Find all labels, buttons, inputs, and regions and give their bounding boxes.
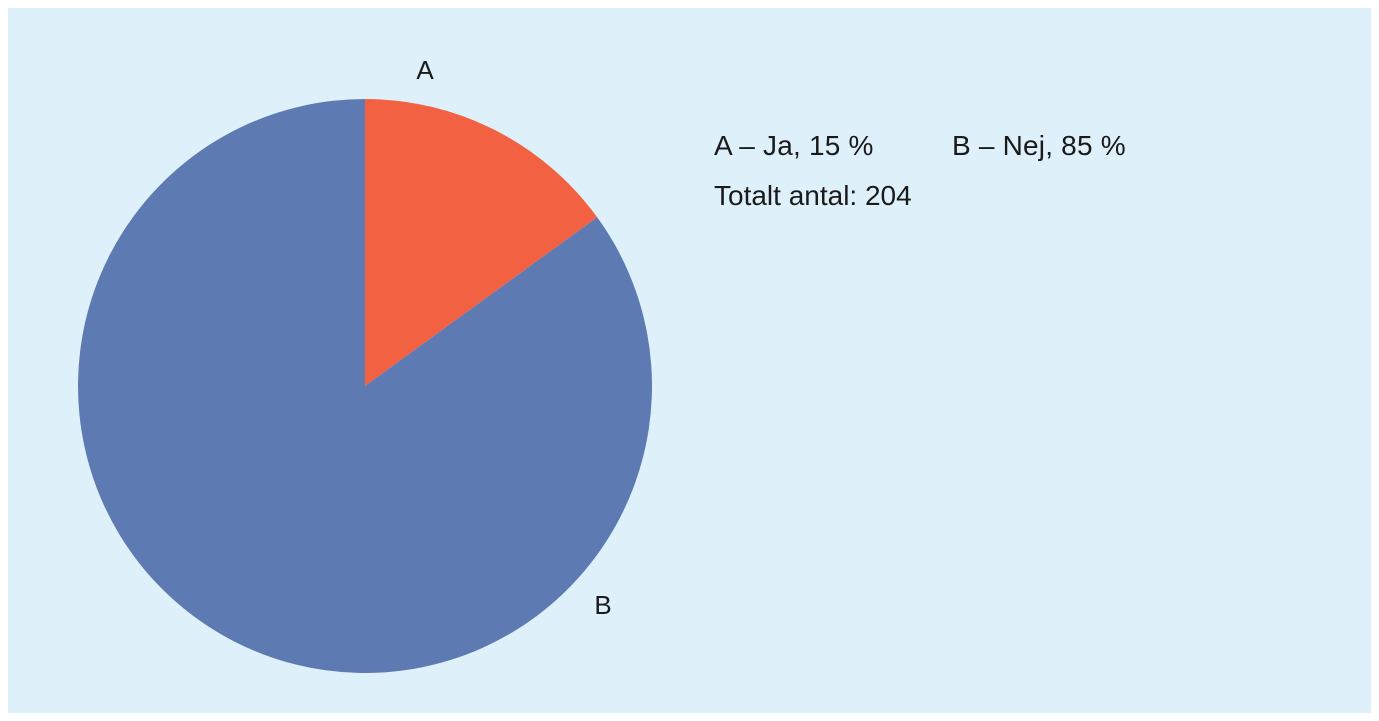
pie-slices <box>77 99 652 673</box>
total-label: Totalt antal: <box>714 180 858 211</box>
legend-row: A – Ja, 15 % B – Nej, 85 % <box>714 130 1126 162</box>
legend-entry-a: A – Ja, 15 % <box>714 130 874 161</box>
legend-entry-b: B – Nej, 85 % <box>952 130 1126 161</box>
pie-slice-labels: AB <box>416 55 611 620</box>
pie-slice-b <box>77 99 652 673</box>
total-count: Totalt antal: 204 <box>714 180 1126 212</box>
pie-chart: AB <box>77 55 652 673</box>
total-value: 204 <box>864 180 912 211</box>
slice-label-b: B <box>594 590 611 620</box>
slice-label-a: A <box>416 55 434 85</box>
pie-slice-a <box>365 99 598 386</box>
legend: A – Ja, 15 % B – Nej, 85 % Totalt antal:… <box>714 130 1126 212</box>
